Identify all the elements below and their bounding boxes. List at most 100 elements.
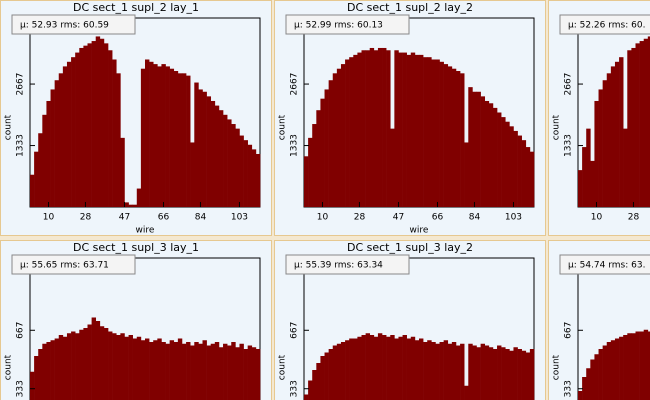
bar <box>128 204 133 207</box>
x-tick-label: 84 <box>195 213 207 223</box>
bar <box>116 73 121 207</box>
bar <box>128 335 133 400</box>
bar <box>402 52 407 208</box>
bar <box>243 349 248 400</box>
bar <box>79 47 84 208</box>
bar <box>42 114 47 207</box>
bar <box>247 144 253 207</box>
bar <box>619 57 624 208</box>
y-tick-label: 2667 <box>564 73 574 96</box>
bar <box>497 345 502 400</box>
bar <box>332 345 338 400</box>
bar <box>30 371 35 400</box>
bar <box>443 340 449 400</box>
bar <box>410 336 416 400</box>
bar <box>79 329 84 400</box>
bar <box>349 57 354 208</box>
bar <box>304 394 309 400</box>
bar <box>157 66 162 207</box>
bar <box>447 343 453 400</box>
stats-box <box>11 14 136 35</box>
bar <box>83 45 88 207</box>
bar <box>186 342 191 400</box>
bar <box>423 342 428 400</box>
bar <box>38 133 43 207</box>
bar <box>590 160 595 207</box>
bar <box>223 343 228 400</box>
y-tick-label: 1333 <box>16 134 26 157</box>
bar <box>402 335 407 400</box>
bar <box>386 50 391 207</box>
bar <box>365 333 371 400</box>
bar <box>382 47 387 208</box>
bar <box>235 128 240 207</box>
bar <box>145 59 150 207</box>
bar <box>521 350 527 400</box>
bar <box>517 135 522 207</box>
x-tick-label: 10 <box>591 213 603 223</box>
bar <box>398 336 403 400</box>
panel: DC sect_1 supl_2 lay_1 1333 2667 10 28 47 66 84… <box>0 0 272 236</box>
bar <box>116 335 121 400</box>
stats-box <box>285 14 410 35</box>
bar <box>369 335 375 400</box>
bar <box>75 52 80 208</box>
bar <box>91 41 97 207</box>
y-tick-label: 667 <box>290 322 300 339</box>
bar <box>439 61 444 208</box>
bar <box>586 128 591 207</box>
x-axis-label: wire <box>410 226 429 236</box>
panel: DC se333667countμ: 54.74 rms: 63. <box>548 240 650 400</box>
bar <box>124 202 129 207</box>
x-tick-label: 47 <box>393 213 404 223</box>
bar <box>484 100 490 207</box>
y-tick-label: 1333 <box>564 134 574 157</box>
bar <box>66 61 72 208</box>
bar <box>345 59 350 207</box>
bar <box>169 68 175 208</box>
bar <box>353 54 358 207</box>
bar <box>140 68 146 208</box>
bar <box>54 80 60 207</box>
bar <box>464 385 469 400</box>
bar <box>95 36 101 207</box>
stats-text: μ: 54.74 rms: 63. <box>568 261 645 271</box>
y-axis-label: count <box>552 114 562 140</box>
bar <box>214 342 220 400</box>
bar <box>390 128 395 207</box>
panel-title: DC sect_1 supl_2 lay_1 <box>73 1 199 14</box>
y-tick-label: 667 <box>16 322 26 339</box>
bar <box>231 342 236 400</box>
panel: DC sect_1 supl_3 lay_2 333 667 count μ: 55.3… <box>274 240 546 400</box>
panel-title: DC sect_1 supl_2 lay_2 <box>347 1 473 14</box>
stats-box <box>11 254 136 275</box>
stats-text: μ: 55.39 rms: 63.34 <box>294 261 383 271</box>
bar <box>157 338 162 400</box>
bar <box>165 66 170 207</box>
bar <box>606 342 612 400</box>
bar <box>247 345 253 400</box>
panel: DC sect_1 supl_2 lay_2 1333 2667 10 28 47 66 84… <box>274 0 546 236</box>
bar <box>619 336 624 400</box>
bar <box>460 343 465 400</box>
bar <box>190 345 195 400</box>
bar <box>501 347 506 400</box>
bar <box>194 342 199 400</box>
bar <box>255 153 261 207</box>
bar <box>214 105 220 207</box>
stats-text: μ: 52.99 rms: 60.13 <box>294 21 383 31</box>
bar <box>455 345 461 400</box>
bar <box>590 359 595 400</box>
x-tick-label: 10 <box>317 213 329 223</box>
panel: DC sect_1 supl_3 lay_1 333 667 count μ: 55.6… <box>0 240 272 400</box>
stats-box <box>285 254 410 275</box>
bar <box>529 151 535 207</box>
bar <box>120 137 125 207</box>
bar <box>439 342 444 400</box>
bar <box>177 73 183 207</box>
bar <box>451 68 457 208</box>
bar <box>647 331 650 400</box>
bar <box>345 340 350 400</box>
bar <box>239 343 244 400</box>
